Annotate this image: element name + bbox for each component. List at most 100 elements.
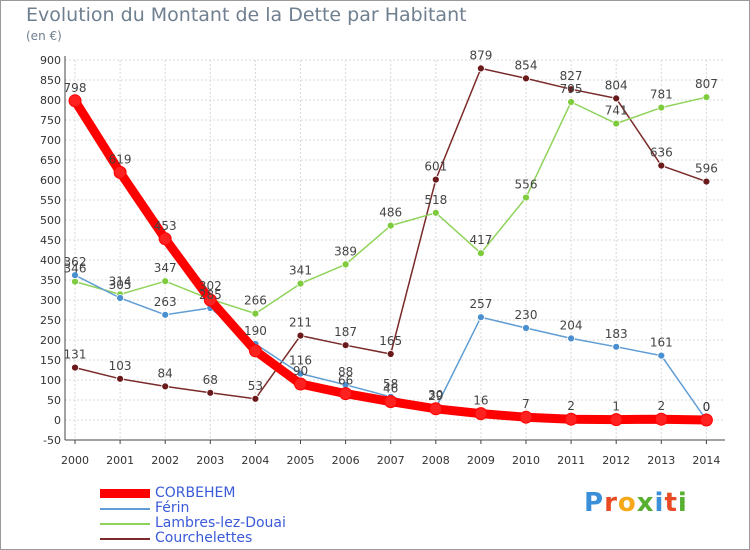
data-point (702, 93, 711, 102)
y-tick-label: 650 (40, 154, 61, 167)
data-label: 804 (605, 78, 628, 92)
data-label: 204 (560, 318, 583, 332)
x-tick-label: 2001 (106, 454, 134, 467)
data-point (699, 413, 713, 427)
data-label: 341 (289, 264, 312, 278)
data-label: 58 (383, 377, 398, 391)
data-point (384, 395, 398, 409)
logo-letter: P (584, 488, 605, 518)
data-point (386, 350, 395, 358)
data-point (206, 388, 215, 397)
data-label: 161 (650, 336, 673, 350)
data-label: 190 (244, 324, 267, 338)
data-point (522, 193, 530, 202)
data-point (203, 293, 217, 307)
data-label: 1 (612, 400, 620, 414)
data-label: 795 (560, 82, 583, 96)
y-tick-label: 50 (47, 394, 61, 407)
data-point (522, 74, 530, 83)
y-tick-label: 600 (40, 174, 61, 187)
data-label: 16 (473, 394, 488, 408)
y-tick-label: 400 (40, 254, 61, 267)
data-label: 798 (64, 81, 87, 95)
data-label: 601 (424, 160, 447, 174)
y-tick-label: 100 (40, 374, 61, 387)
legend-label: Férin (155, 500, 190, 516)
logo-letter: i (677, 488, 688, 518)
data-label: 0 (703, 400, 711, 414)
data-point (567, 85, 575, 94)
data-label: 347 (154, 261, 177, 275)
data-point (567, 334, 575, 343)
data-label: 230 (515, 308, 538, 322)
legend-label: Courchelettes (155, 530, 253, 546)
data-label: 879 (469, 48, 492, 62)
legend-swatch (100, 489, 150, 498)
legend-swatch (100, 538, 150, 540)
data-label: 389 (334, 244, 357, 258)
data-point (113, 165, 127, 179)
data-label: 266 (244, 294, 267, 308)
data-point (158, 232, 172, 246)
data-label: 165 (379, 334, 402, 348)
y-tick-label: 850 (40, 74, 61, 87)
y-tick-label: 150 (40, 354, 61, 367)
data-label: 103 (109, 359, 132, 373)
data-point (431, 175, 440, 184)
data-label: 88 (338, 365, 353, 379)
proxiti-logo: Proxiti (584, 488, 688, 518)
gridlines (65, 59, 725, 441)
data-label: 417 (469, 233, 492, 247)
data-label: 781 (650, 88, 673, 102)
data-label: 285 (199, 288, 222, 302)
data-label: 302 (199, 279, 222, 293)
data-label: 46 (383, 382, 398, 396)
data-point (609, 413, 623, 427)
data-label: 741 (605, 104, 628, 118)
data-point (294, 377, 307, 391)
data-point (476, 64, 485, 73)
y-tick-label: 200 (40, 334, 61, 347)
y-tick-label: 350 (40, 274, 61, 287)
data-point (71, 271, 79, 280)
data-point (296, 279, 305, 288)
logo-letter: t (664, 488, 678, 518)
data-label: 7 (522, 397, 530, 411)
data-point (612, 119, 621, 128)
data-point (429, 402, 443, 416)
chart-subtitle: (en €) (26, 29, 62, 43)
x-tick-label: 2013 (647, 454, 675, 467)
data-label: 362 (64, 255, 87, 269)
data-point (68, 94, 82, 108)
data-point (71, 363, 79, 372)
x-tick-label: 2005 (287, 454, 315, 467)
data-point (657, 351, 666, 360)
data-point (341, 260, 350, 269)
data-label: 66 (338, 374, 353, 388)
data-point (612, 94, 621, 103)
data-label: 619 (109, 152, 132, 166)
data-label: 486 (379, 206, 402, 220)
y-tick-label: -50 (43, 434, 61, 447)
data-label: 116 (289, 354, 312, 368)
data-point (71, 277, 79, 286)
data-point (431, 208, 440, 217)
x-tick-label: 2014 (692, 454, 720, 467)
data-label: 305 (109, 278, 132, 292)
x-tick-label: 2011 (557, 454, 585, 467)
y-tick-label: 450 (40, 234, 61, 247)
data-label: 596 (695, 162, 718, 176)
data-label: 2 (567, 399, 575, 413)
x-tick-label: 2000 (61, 454, 89, 467)
data-labels: 798 619 453 90 66 46 29 16 7 2 1 2 0 362 305 263 285 190 1… (64, 48, 718, 414)
data-point (476, 249, 485, 258)
legend-label: Lambres-lez-Douai (155, 515, 286, 531)
y-tick-label: 300 (40, 294, 61, 307)
legend-label: CORBEHEM (155, 485, 236, 501)
y-tick-label: 550 (40, 194, 61, 207)
data-point (296, 331, 305, 340)
data-label: 556 (515, 178, 538, 192)
series-corbehem (68, 94, 713, 427)
logo-letter: r (604, 488, 618, 518)
x-tick-label: 2006 (332, 454, 360, 467)
